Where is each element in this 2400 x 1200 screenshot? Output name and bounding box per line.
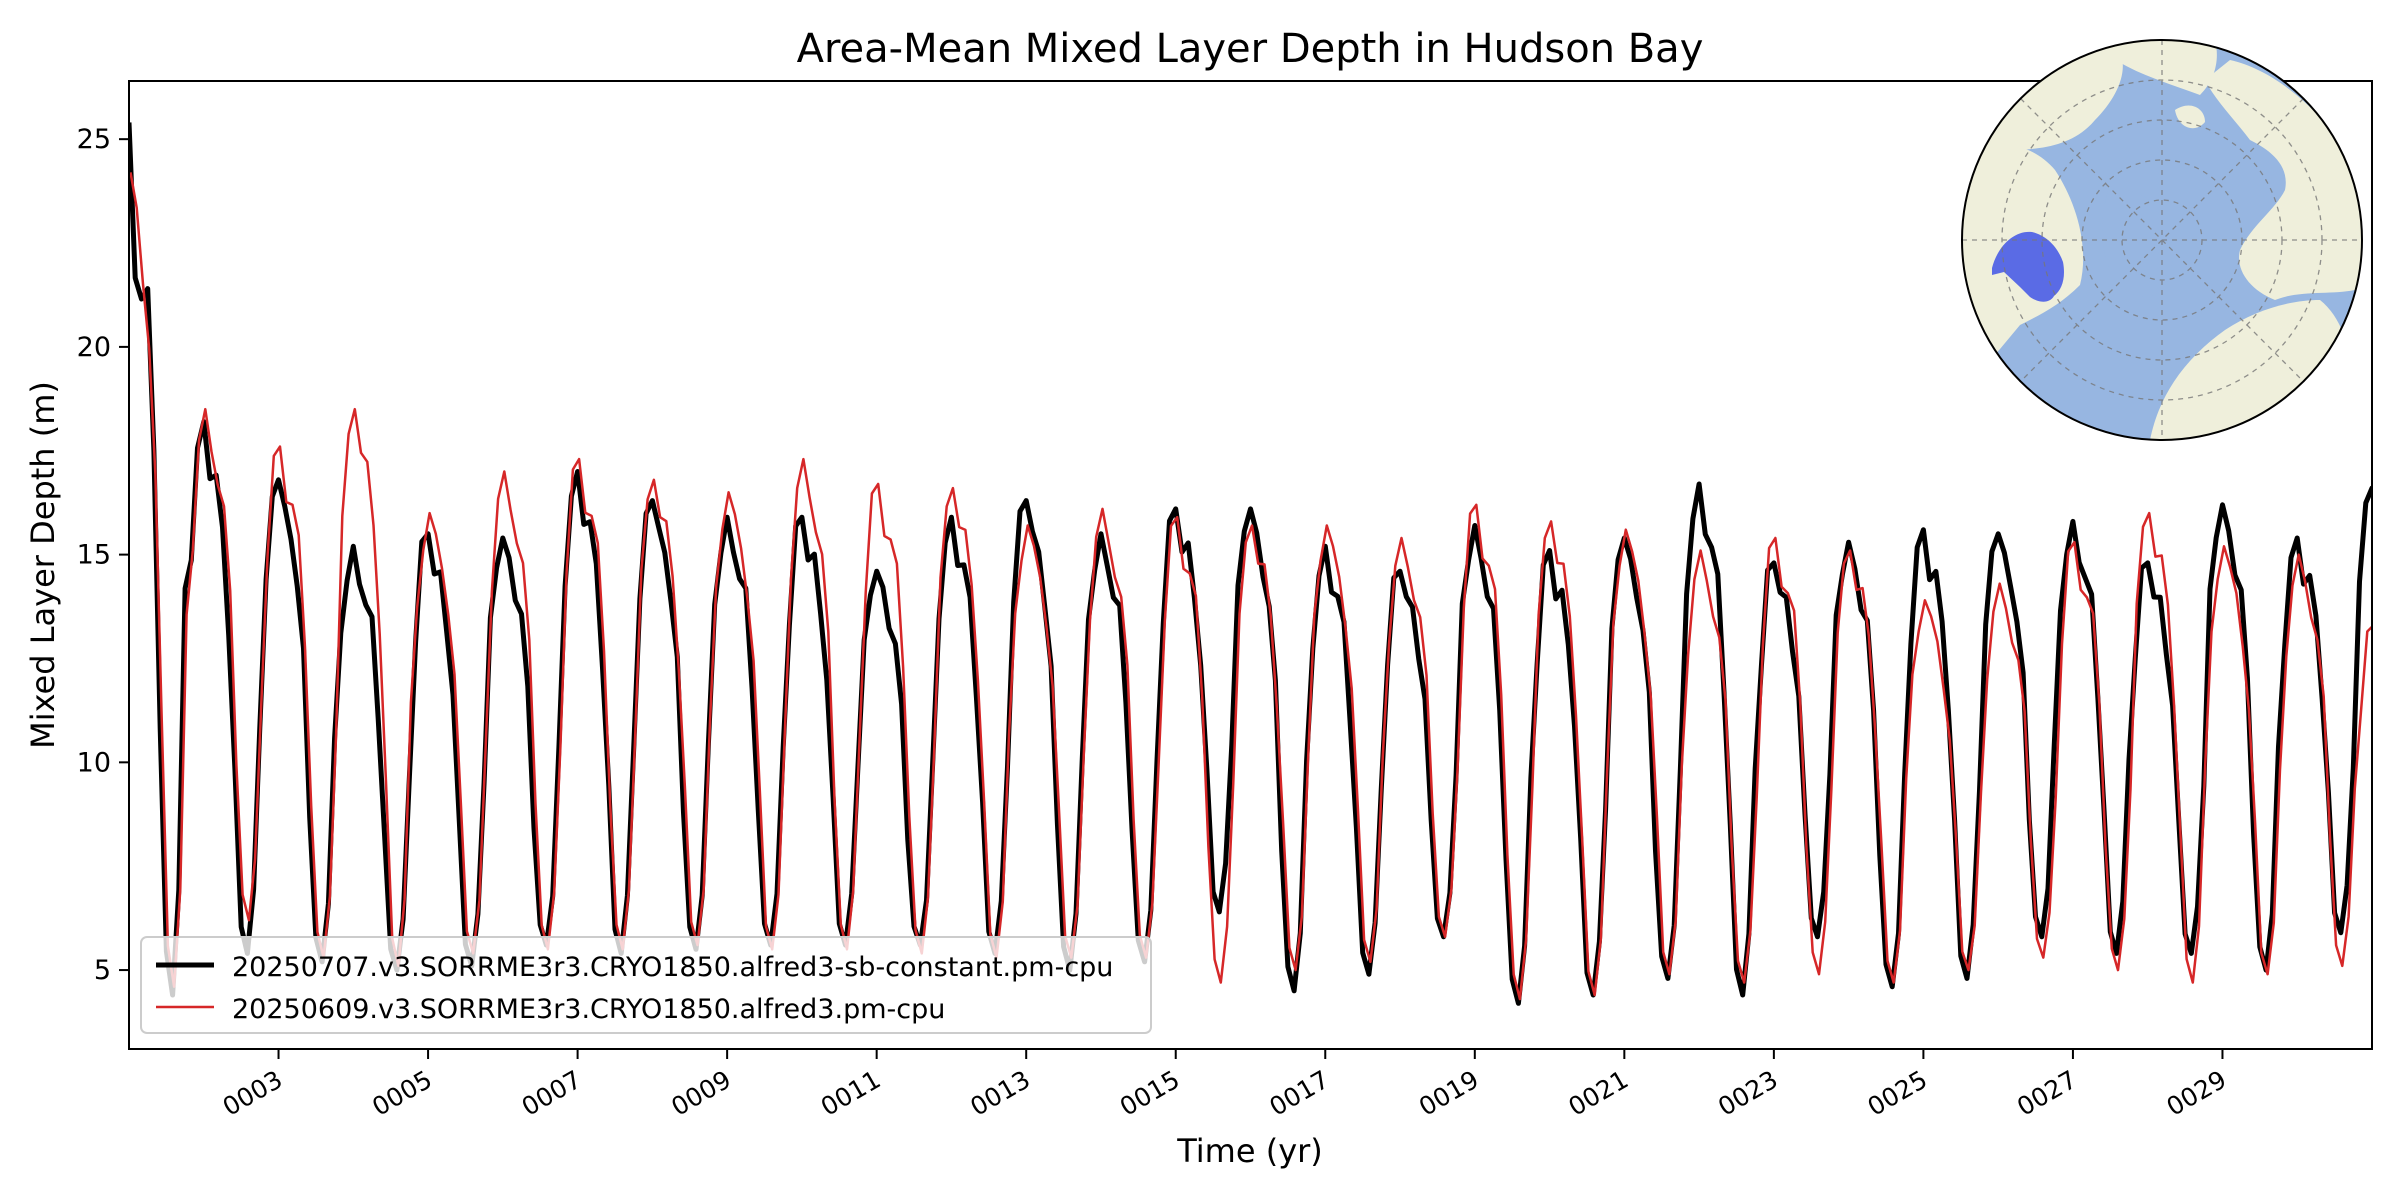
legend-label-red: 20250609.v3.SORRME3r3.CRYO1850.alfred3.p… [232, 994, 945, 1025]
x-tick-label: 0013 [965, 1065, 1035, 1122]
legend-label-black: 20250707.v3.SORRME3r3.CRYO1850.alfred3-s… [232, 952, 1113, 983]
land-island [2175, 105, 2205, 129]
legend-box [140, 936, 1152, 1034]
x-tick-label: 0003 [218, 1065, 288, 1122]
chart-title: Area-Mean Mixed Layer Depth in Hudson Ba… [797, 26, 1704, 72]
series-layer [129, 122, 2372, 1006]
y-tick-label: 5 [94, 955, 111, 986]
x-tick-label: 0027 [2012, 1065, 2082, 1122]
y-axis-ticks: 5 10 15 20 25 [77, 124, 129, 986]
x-axis-ticks: 0003 0005 0007 0009 0011 0013 0015 0017 0019 0021… [218, 1049, 2232, 1122]
x-tick-label: 0011 [816, 1065, 886, 1122]
land-top [2090, 40, 2217, 95]
x-tick-label: 0005 [367, 1065, 437, 1122]
x-tick-label: 0007 [517, 1065, 587, 1122]
x-tick-label: 0029 [2162, 1065, 2232, 1122]
legend: 20250707.v3.SORRME3r3.CRYO1850.alfred3-s… [140, 936, 1152, 1034]
y-axis-label: Mixed Layer Depth (m) [24, 381, 62, 749]
x-tick-label: 0015 [1115, 1065, 1185, 1122]
x-tick-label: 0021 [1564, 1065, 1634, 1122]
series-line-red [129, 172, 2372, 1001]
series-line-black [129, 122, 2372, 1006]
map-graticule [1962, 40, 2362, 440]
land-greenland [2102, 188, 2173, 297]
y-tick-label: 20 [77, 332, 111, 363]
x-tick-label: 0025 [1863, 1065, 1933, 1122]
y-tick-label: 10 [77, 747, 111, 778]
x-axis-label: Time (yr) [1176, 1132, 1323, 1170]
x-tick-label: 0017 [1264, 1065, 1334, 1122]
map-border [1961, 39, 2363, 441]
x-tick-label: 0009 [666, 1065, 736, 1122]
x-tick-label: 0023 [1713, 1065, 1783, 1122]
y-tick-label: 25 [77, 124, 111, 155]
land-upper-left [1962, 40, 2123, 150]
x-tick-label: 0019 [1414, 1065, 1484, 1122]
y-tick-label: 15 [77, 540, 111, 571]
plot-frame [128, 80, 2373, 1050]
hudson-bay-region [1992, 231, 2064, 302]
